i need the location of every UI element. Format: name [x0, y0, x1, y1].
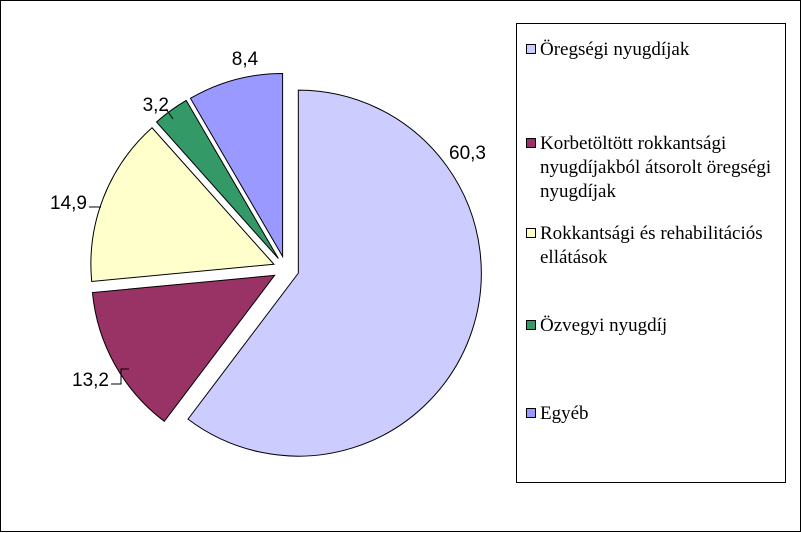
legend-label-oregsegi: Öregségi nyugdíjak: [540, 39, 690, 60]
legend-swatch-ozvegyi: [526, 320, 536, 330]
legend-label-ozvegyi: Özvegyi nyugdíj: [540, 315, 668, 336]
leader-line-1: [111, 368, 129, 385]
legend-swatch-rokkantsagi: [526, 228, 536, 238]
legend-swatch-korbetoltott: [526, 138, 536, 148]
legend-entry-ozvegyi: Özvegyi nyugdíj: [526, 314, 781, 338]
pie-slice-3: [155, 99, 279, 259]
legend-swatch-oregsegi: [526, 44, 536, 54]
legend-entry-oregsegi: Öregségi nyugdíjak: [526, 38, 781, 62]
pie-slices: [90, 72, 482, 457]
legend-entry-rokkantsagi: Rokkantsági és rehabilitációs ellátások: [526, 222, 781, 270]
legend-swatch-egyeb: [526, 408, 536, 418]
pie-slice-2: [90, 127, 275, 283]
legend-label-rokkantsagi: Rokkantsági és rehabilitációs ellátások: [540, 223, 763, 268]
leader-lines: [89, 108, 174, 385]
data-label-3: 3,2: [143, 95, 169, 116]
data-label-0: 60,3: [449, 143, 486, 164]
legend-entry-korbetoltott: Korbetöltött rokkantsági nyugdíjakból át…: [526, 132, 781, 204]
data-label-1: 13,2: [72, 370, 109, 391]
legend-label-korbetoltott: Korbetöltött rokkantsági nyugdíjakból át…: [540, 133, 772, 202]
data-labels: 60,3 13,2 14,9 3,2 8,4: [50, 49, 486, 391]
data-label-2: 14,9: [50, 193, 87, 214]
pie-slice-0: [187, 89, 482, 457]
legend-label-egyeb: Egyéb: [540, 403, 589, 424]
leader-line-3: [165, 108, 174, 120]
data-label-4: 8,4: [232, 49, 259, 70]
legend-entry-egyeb: Egyéb: [526, 402, 781, 426]
pie-slice-4: [189, 72, 284, 259]
pie-slice-1: [91, 274, 276, 423]
legend: Öregségi nyugdíjak Korbetöltött rokkants…: [516, 23, 786, 483]
